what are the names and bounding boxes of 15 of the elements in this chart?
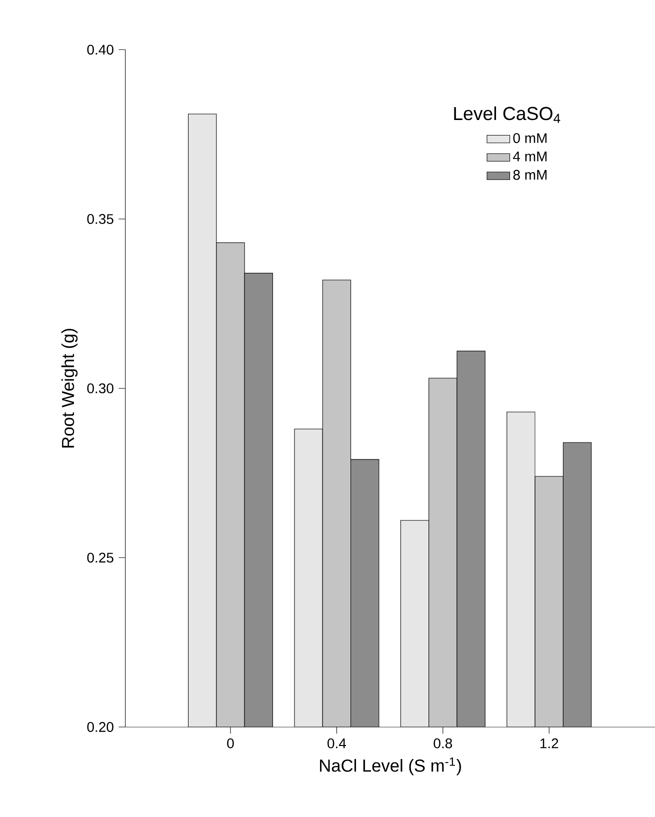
y-axis-title: Root Weight (g): [61, 328, 78, 448]
x-tick-label: 0.4: [328, 738, 346, 748]
legend-title: Level CaSO$_{4}$: [454, 106, 560, 123]
x-tick-label: 0: [227, 738, 234, 748]
x-tick-label: 0.8: [434, 738, 452, 748]
y-tick-label: 0.30: [87, 383, 114, 394]
legend-label: 4 mM: [513, 152, 547, 162]
legend-label: 8 mM: [513, 170, 547, 180]
x-tick-label: 1.2: [540, 738, 558, 748]
y-tick-label: 0.35: [87, 214, 114, 224]
x-axis-title: NaCl Level (S m$^{-1}$): [320, 757, 461, 776]
y-tick-label: 0.20: [87, 722, 114, 732]
legend-label: 0 mM: [513, 133, 547, 144]
y-tick-label: 0.25: [87, 552, 114, 563]
y-tick-label: 0.40: [87, 44, 114, 55]
